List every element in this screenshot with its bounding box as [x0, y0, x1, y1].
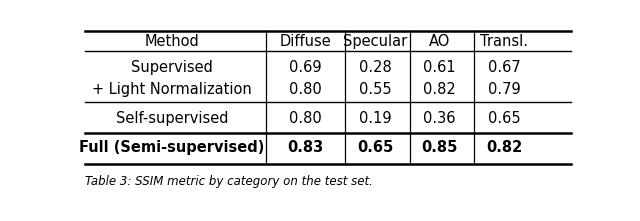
Text: 0.83: 0.83 [287, 140, 324, 155]
Text: 0.82: 0.82 [486, 140, 522, 155]
Text: 0.67: 0.67 [488, 60, 520, 75]
Text: 0.82: 0.82 [423, 82, 456, 97]
Text: 0.69: 0.69 [289, 60, 322, 75]
Text: 0.61: 0.61 [423, 60, 456, 75]
Text: 0.80: 0.80 [289, 82, 322, 97]
Text: Diffuse: Diffuse [280, 34, 332, 49]
Text: Table 3: SSIM metric by category on the test set.: Table 3: SSIM metric by category on the … [85, 175, 373, 188]
Text: Supervised: Supervised [131, 60, 212, 75]
Text: 0.55: 0.55 [359, 82, 392, 97]
Text: 0.36: 0.36 [423, 111, 456, 126]
Text: Transl.: Transl. [480, 34, 528, 49]
Text: Full (Semi-supervised): Full (Semi-supervised) [79, 140, 264, 155]
Text: 0.65: 0.65 [488, 111, 520, 126]
Text: Method: Method [145, 34, 199, 49]
Text: 0.80: 0.80 [289, 111, 322, 126]
Text: 0.65: 0.65 [357, 140, 393, 155]
Text: Self-supervised: Self-supervised [115, 111, 228, 126]
Text: 0.79: 0.79 [488, 82, 520, 97]
Text: 0.28: 0.28 [359, 60, 392, 75]
Text: + Light Normalization: + Light Normalization [92, 82, 252, 97]
Text: AO: AO [429, 34, 451, 49]
Text: 0.19: 0.19 [359, 111, 392, 126]
Text: Specular: Specular [343, 34, 407, 49]
Text: 0.85: 0.85 [421, 140, 458, 155]
